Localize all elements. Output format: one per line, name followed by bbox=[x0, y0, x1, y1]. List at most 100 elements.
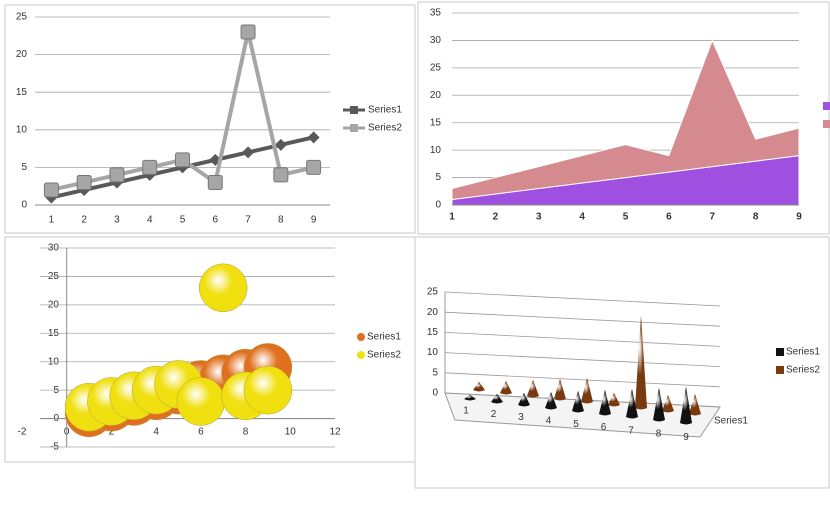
x-tick-label: 9 bbox=[311, 215, 317, 226]
cone bbox=[662, 394, 674, 413]
cone bbox=[581, 377, 593, 404]
cone bbox=[554, 378, 566, 401]
y-tick-label: 25 bbox=[427, 287, 439, 298]
x-tick-label: 4 bbox=[579, 212, 585, 223]
marker bbox=[43, 182, 59, 198]
y-tick-label: 20 bbox=[16, 49, 28, 60]
marker bbox=[142, 159, 158, 175]
legend-label: Series1 bbox=[786, 347, 820, 358]
x-tick-label: 6 bbox=[198, 427, 204, 438]
x-tick-label: 8 bbox=[656, 429, 662, 440]
x-tick-label: 1 bbox=[49, 215, 55, 226]
cone bbox=[473, 381, 485, 392]
x-tick-label: 4 bbox=[147, 215, 153, 226]
y-tick-label: 0 bbox=[435, 200, 441, 211]
legend-marker bbox=[357, 351, 365, 359]
cone bbox=[500, 380, 512, 395]
depth-label: Series1 bbox=[714, 416, 748, 427]
x-tick-label: 8 bbox=[753, 212, 759, 223]
x-tick-label: 3 bbox=[114, 215, 120, 226]
x-tick-label: 1 bbox=[449, 212, 455, 223]
x-tick-label: 2 bbox=[491, 409, 497, 420]
x-tick-label: 10 bbox=[285, 427, 297, 438]
x-tick-label: 4 bbox=[546, 416, 552, 427]
y-tick-label: 25 bbox=[430, 62, 442, 73]
cone bbox=[491, 393, 503, 404]
x-tick-label: 5 bbox=[623, 212, 629, 223]
marker bbox=[306, 159, 322, 175]
grid-line bbox=[444, 291, 721, 307]
legend-swatch bbox=[823, 102, 830, 110]
cone bbox=[599, 389, 611, 416]
x-tick-label: 9 bbox=[683, 432, 689, 443]
x-tick-label: 5 bbox=[573, 419, 579, 430]
y-tick-label: 25 bbox=[16, 12, 28, 23]
legend-marker bbox=[357, 333, 365, 341]
grid-line bbox=[444, 372, 721, 388]
legend-swatch bbox=[823, 120, 830, 128]
y-tick-label: 5 bbox=[435, 172, 441, 183]
cone bbox=[545, 391, 557, 410]
y-tick-label: 5 bbox=[432, 367, 438, 378]
x-tick-label: 6 bbox=[212, 215, 218, 226]
area bbox=[451, 39, 800, 201]
marker bbox=[307, 131, 320, 144]
cone bbox=[689, 393, 701, 416]
legend-label: Series1 bbox=[367, 332, 401, 343]
marker bbox=[175, 152, 190, 168]
y-tick-label: 15 bbox=[430, 117, 442, 128]
x-tick-label: 2 bbox=[493, 212, 499, 223]
y-tick-label: 10 bbox=[430, 145, 442, 156]
marker bbox=[274, 138, 287, 151]
bubble bbox=[176, 377, 226, 426]
cone bbox=[572, 390, 584, 413]
bubble bbox=[198, 263, 248, 313]
legend-label: Series2 bbox=[786, 365, 820, 376]
y-tick-label: 15 bbox=[427, 327, 439, 338]
marker bbox=[240, 24, 256, 40]
y-tick-label: 10 bbox=[427, 347, 439, 358]
chart-panel bbox=[414, 236, 830, 489]
cone bbox=[680, 386, 692, 425]
y-tick-label: 30 bbox=[430, 35, 442, 46]
x-tick-label: 7 bbox=[245, 215, 251, 226]
grid-line bbox=[444, 352, 721, 367]
cone bbox=[653, 387, 665, 422]
legend-marker bbox=[350, 124, 358, 132]
chart-panel bbox=[4, 4, 416, 234]
y-tick-label: 35 bbox=[430, 8, 442, 19]
cone bbox=[608, 392, 620, 407]
marker bbox=[76, 174, 92, 190]
y-tick-label: 20 bbox=[427, 307, 439, 318]
cone bbox=[527, 379, 539, 398]
y-tick-label: 20 bbox=[430, 90, 442, 101]
bubble bbox=[243, 365, 293, 415]
grid-line bbox=[444, 311, 721, 327]
x-tick-label: 9 bbox=[796, 212, 802, 223]
x-tick-label: 5 bbox=[180, 215, 186, 226]
y-tick-label: 10 bbox=[16, 124, 28, 135]
cone bbox=[464, 394, 476, 401]
legend-label: Series2 bbox=[367, 350, 401, 361]
x-tick-label: 1 bbox=[463, 406, 469, 417]
legend-label: Series2 bbox=[368, 123, 402, 134]
cone bbox=[518, 392, 530, 407]
x-tick-label: 2 bbox=[109, 427, 115, 438]
x-tick-label: 12 bbox=[329, 427, 341, 438]
y-tick-label: 0 bbox=[432, 388, 438, 399]
cone bbox=[635, 315, 647, 410]
legend-marker bbox=[350, 106, 358, 114]
marker bbox=[207, 174, 223, 190]
legend-label: Series1 bbox=[368, 105, 402, 116]
x-tick-label: 8 bbox=[278, 215, 284, 226]
marker bbox=[109, 167, 125, 183]
x-tick-label: 7 bbox=[628, 425, 634, 436]
marker bbox=[273, 167, 289, 183]
x-tick-label: 3 bbox=[536, 212, 542, 223]
legend-swatch bbox=[776, 366, 784, 374]
x-tick-label: 8 bbox=[243, 427, 249, 438]
x-tick-label: 4 bbox=[153, 427, 159, 438]
legend-swatch bbox=[776, 348, 784, 356]
x-tick-label: 2 bbox=[81, 215, 87, 226]
